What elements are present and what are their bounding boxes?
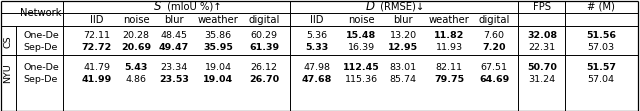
Text: 11.93: 11.93	[435, 44, 463, 53]
Text: 5.43: 5.43	[124, 62, 148, 71]
Text: # (M): # (M)	[587, 2, 615, 12]
Text: 19.04: 19.04	[205, 62, 232, 71]
Text: weather: weather	[429, 15, 469, 25]
Text: 20.28: 20.28	[122, 31, 150, 40]
Text: 112.45: 112.45	[342, 62, 380, 71]
Text: Network: Network	[20, 9, 61, 19]
Text: (mIoU %)↑: (mIoU %)↑	[164, 2, 221, 12]
Text: 85.74: 85.74	[390, 75, 417, 84]
Text: IID: IID	[90, 15, 104, 25]
Text: $\mathit{S}$: $\mathit{S}$	[153, 1, 162, 14]
Text: (RMSE)↓: (RMSE)↓	[377, 2, 424, 12]
Text: 35.86: 35.86	[204, 31, 232, 40]
Text: 12.95: 12.95	[388, 44, 418, 53]
Text: 49.47: 49.47	[159, 44, 189, 53]
Text: digital: digital	[248, 15, 280, 25]
Text: 23.34: 23.34	[161, 62, 188, 71]
Text: NYU: NYU	[3, 64, 13, 83]
Text: 41.79: 41.79	[83, 62, 111, 71]
Text: 115.36: 115.36	[344, 75, 378, 84]
Text: blur: blur	[393, 15, 413, 25]
Text: weather: weather	[198, 15, 239, 25]
Text: IID: IID	[310, 15, 324, 25]
Text: 23.53: 23.53	[159, 75, 189, 84]
Text: 31.24: 31.24	[529, 75, 556, 84]
Text: 82.11: 82.11	[435, 62, 463, 71]
Text: 67.51: 67.51	[481, 62, 508, 71]
Text: 60.29: 60.29	[250, 31, 278, 40]
Text: 11.82: 11.82	[434, 31, 464, 40]
Text: 83.01: 83.01	[389, 62, 417, 71]
Text: 16.39: 16.39	[348, 44, 374, 53]
Text: 47.98: 47.98	[303, 62, 330, 71]
Text: 13.20: 13.20	[389, 31, 417, 40]
Text: 15.48: 15.48	[346, 31, 376, 40]
Text: 61.39: 61.39	[249, 44, 279, 53]
Text: 32.08: 32.08	[527, 31, 557, 40]
Text: 19.04: 19.04	[203, 75, 233, 84]
Text: Sep-De: Sep-De	[24, 44, 58, 53]
Text: 48.45: 48.45	[161, 31, 188, 40]
Text: 26.70: 26.70	[249, 75, 279, 84]
Text: 22.31: 22.31	[529, 44, 556, 53]
Text: 35.95: 35.95	[203, 44, 233, 53]
Text: noise: noise	[123, 15, 149, 25]
Text: 57.03: 57.03	[588, 44, 614, 53]
Text: 51.56: 51.56	[586, 31, 616, 40]
Text: digital: digital	[478, 15, 509, 25]
Text: 5.33: 5.33	[305, 44, 328, 53]
Text: 47.68: 47.68	[302, 75, 332, 84]
Text: 7.20: 7.20	[483, 44, 506, 53]
Text: 79.75: 79.75	[434, 75, 464, 84]
Text: 57.04: 57.04	[588, 75, 614, 84]
Text: CS: CS	[3, 35, 13, 48]
Text: $\mathit{D}$: $\mathit{D}$	[365, 1, 375, 14]
Text: 7.60: 7.60	[483, 31, 504, 40]
Text: 72.72: 72.72	[82, 44, 112, 53]
Text: 50.70: 50.70	[527, 62, 557, 71]
Text: FPS: FPS	[533, 2, 551, 12]
Text: noise: noise	[348, 15, 374, 25]
Text: One-De: One-De	[23, 62, 59, 71]
Text: 26.12: 26.12	[250, 62, 278, 71]
Text: 5.36: 5.36	[307, 31, 328, 40]
Text: One-De: One-De	[23, 31, 59, 40]
Text: blur: blur	[164, 15, 184, 25]
Text: 41.99: 41.99	[82, 75, 112, 84]
Text: 64.69: 64.69	[479, 75, 509, 84]
Text: 20.69: 20.69	[121, 44, 151, 53]
Text: 51.57: 51.57	[586, 62, 616, 71]
Text: 72.11: 72.11	[83, 31, 111, 40]
Text: 4.86: 4.86	[125, 75, 147, 84]
Text: Sep-De: Sep-De	[24, 75, 58, 84]
